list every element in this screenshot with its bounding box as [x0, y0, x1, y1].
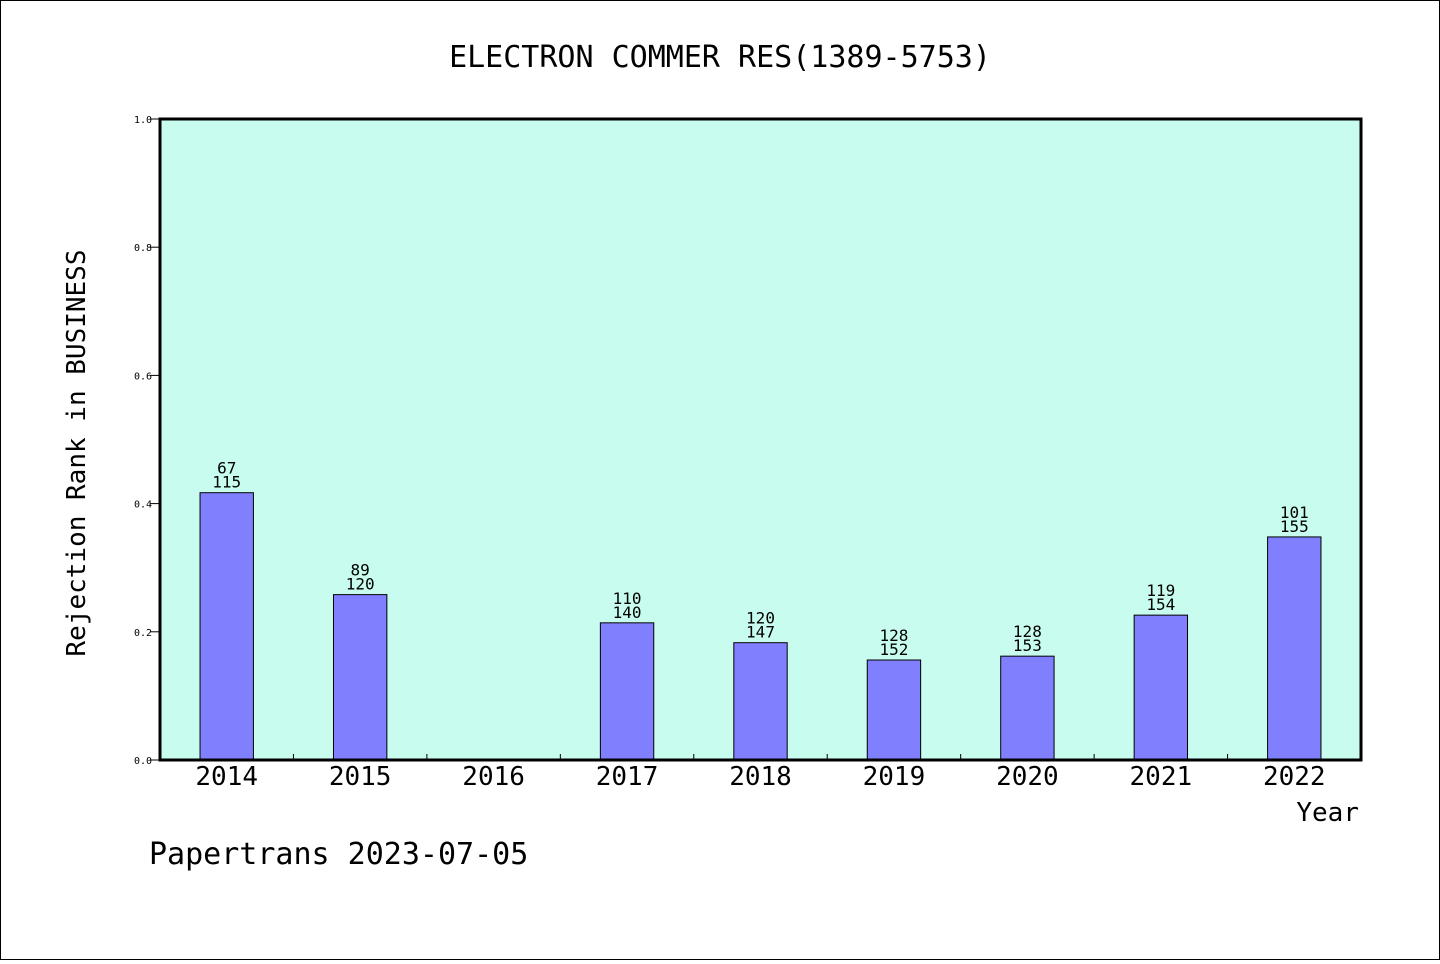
y-tick-label: 0.0	[134, 756, 152, 767]
bar-2021	[1133, 614, 1189, 761]
bar-label-top: 120	[746, 609, 775, 628]
bar-label-top: 67	[217, 459, 236, 478]
bar-2018	[733, 642, 788, 761]
bar-2017	[599, 622, 655, 761]
x-axis: 2014 2015 2016 2017 2018 2019 2020 2021 2022	[195, 754, 1326, 792]
x-axis-label: Year	[1296, 798, 1359, 828]
bar-2020	[1000, 655, 1055, 761]
bar-label-bottom: 152	[879, 640, 908, 659]
bar-label-bottom: 147	[746, 623, 775, 642]
bar-label-bottom: 155	[1280, 517, 1309, 536]
y-axis: 0.0 0.2 0.4 0.6 0.8 1.0	[134, 115, 160, 767]
x-tick-label: 2020	[996, 762, 1059, 792]
bar-2015	[332, 594, 388, 761]
bar-2019	[866, 659, 922, 761]
bar-2022	[1267, 536, 1322, 761]
bar-label-top: 128	[1013, 622, 1042, 641]
x-tick-label: 2022	[1263, 762, 1326, 792]
y-tick-label: 0.6	[134, 371, 152, 382]
bar-label-bottom: 153	[1013, 636, 1042, 655]
x-tick-label: 2021	[1130, 762, 1193, 792]
y-axis-label: Rejection Rank in BUSINESS	[62, 250, 92, 657]
y-tick-label: 1.0	[134, 115, 152, 126]
bar-label-top: 89	[351, 561, 370, 580]
chart-title: ELECTRON COMMER RES(1389-5753)	[449, 40, 991, 75]
bar-label-bottom: 154	[1146, 595, 1175, 614]
plot-border	[158, 117, 1363, 762]
bars	[199, 492, 1322, 761]
bar-2014	[199, 492, 254, 761]
x-tick-label: 2019	[863, 762, 926, 792]
x-tick-label: 2017	[596, 762, 659, 792]
bar-label-bottom: 115	[212, 473, 241, 492]
bar-label-bottom: 140	[613, 603, 642, 622]
x-tick-label: 2014	[195, 762, 258, 792]
x-tick-label: 2015	[329, 762, 392, 792]
bar-label-top: 119	[1146, 581, 1175, 600]
x-tick-label: 2018	[729, 762, 792, 792]
bar-label-bottom: 120	[346, 575, 375, 594]
y-tick-label: 0.4	[134, 500, 152, 511]
footer-text: Papertrans 2023-07-05	[149, 837, 528, 872]
bar-label-top: 128	[879, 626, 908, 645]
y-tick-label: 0.8	[134, 243, 152, 254]
bar-label-top: 101	[1280, 503, 1309, 522]
x-tick-label: 2016	[462, 762, 525, 792]
y-tick-label: 0.2	[134, 628, 152, 639]
bar-label-top: 110	[613, 589, 642, 608]
